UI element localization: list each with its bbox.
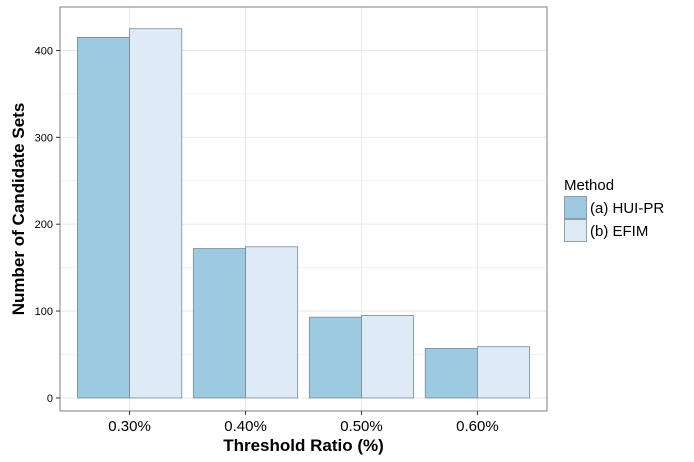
y-axis-title: Number of Candidate Sets [9, 103, 28, 316]
y-tick-label: 300 [35, 132, 53, 144]
legend-key [564, 219, 587, 242]
bar-hui-pr-2 [192, 248, 246, 399]
bar-efim-3 [361, 315, 415, 399]
x-axis: 0.30% 0.40% 0.50% 0.60% [108, 411, 499, 435]
x-tick-label: 0.60% [456, 418, 499, 435]
y-tick-label: 0 [47, 393, 53, 405]
legend-key [564, 196, 587, 219]
x-tick-label: 0.40% [224, 418, 267, 435]
bars [76, 28, 531, 399]
legend-label: (a) HUI-PR [590, 200, 664, 217]
bar-efim-2 [245, 246, 299, 399]
y-tick-label: 200 [35, 219, 53, 231]
y-tick-label: 400 [35, 45, 53, 57]
legend-title: Method [564, 177, 614, 194]
legend-label: (b) EFIM [590, 223, 648, 240]
x-tick-label: 0.30% [108, 418, 151, 435]
x-tick-label: 0.50% [340, 418, 383, 435]
bar-hui-pr-3 [308, 316, 362, 399]
x-axis-title: Threshold Ratio (%) [223, 436, 384, 455]
bar-hui-pr-1 [76, 37, 130, 399]
y-axis: 0 100 200 300 400 [35, 45, 60, 405]
y-tick-label: 100 [35, 306, 53, 318]
bar-efim-4 [477, 346, 531, 399]
bar-hui-pr-4 [424, 348, 478, 399]
bar-efim-1 [129, 28, 183, 399]
legend: Method (a) HUI-PR (b) EFIM [564, 177, 664, 242]
plot-panel-border [59, 6, 548, 412]
